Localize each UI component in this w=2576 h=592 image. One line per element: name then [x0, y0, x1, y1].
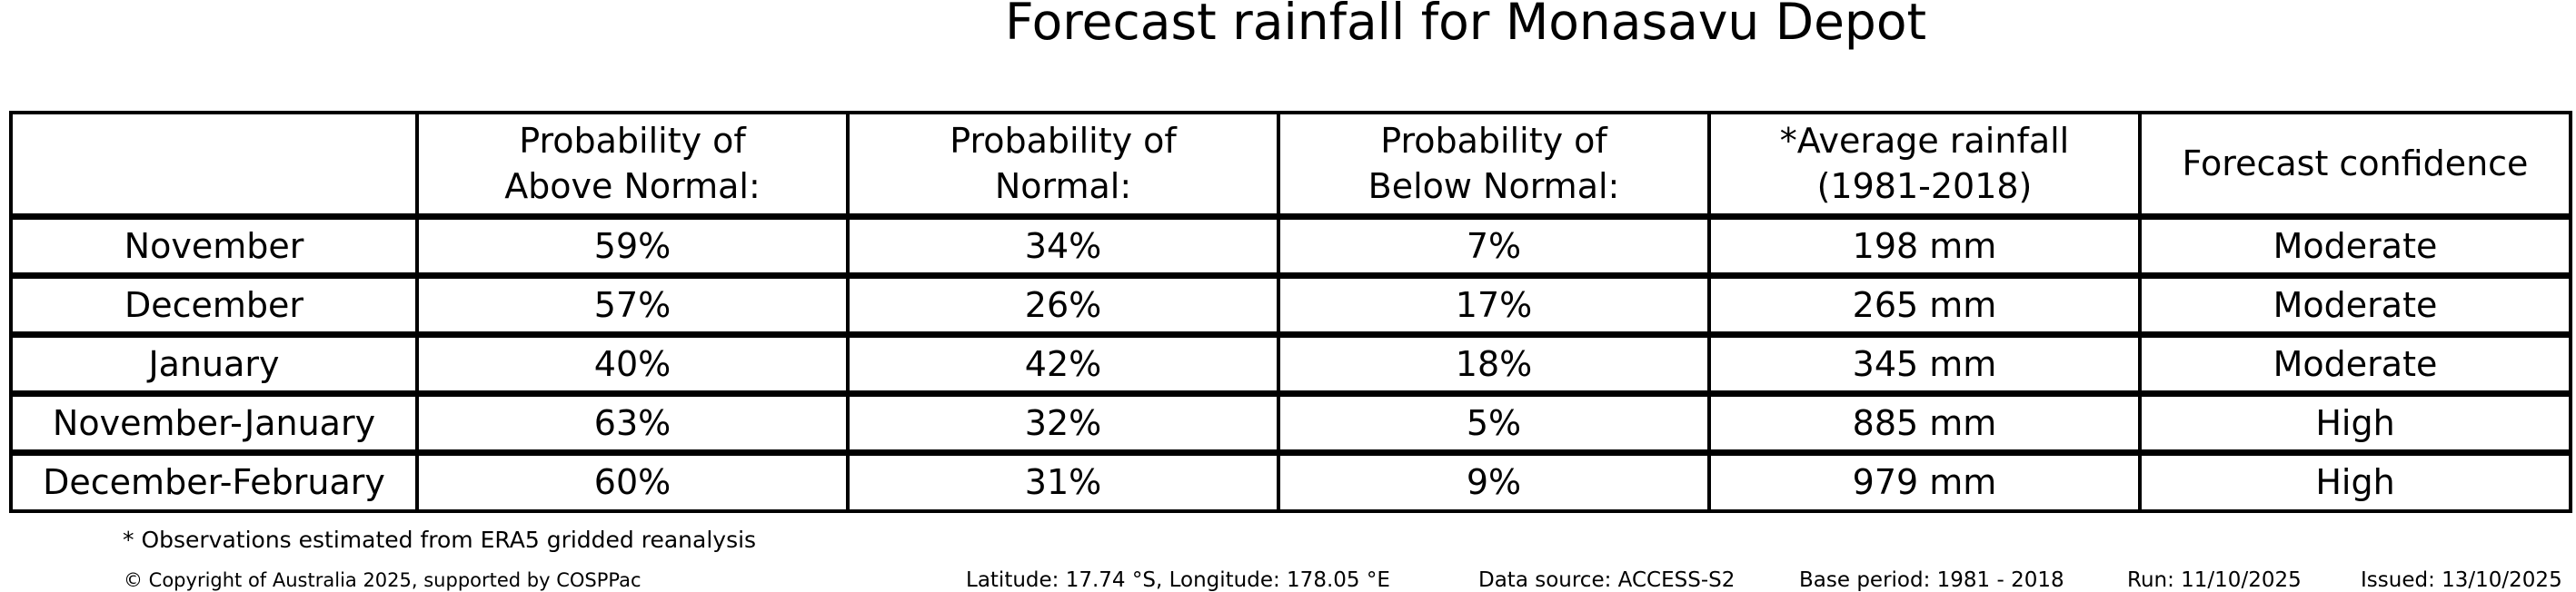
- value-cell: 18%: [1277, 331, 1711, 395]
- figure-title: Forecast rainfall for Monasavu Depot: [1004, 0, 1927, 51]
- month-cell: December: [9, 271, 419, 336]
- value-cell: 17%: [1277, 271, 1711, 336]
- month-cell: November: [9, 212, 419, 277]
- column-header-below-normal: Probability of Below Normal:: [1277, 111, 1711, 218]
- table-row-december-february: December-February 60% 31% 9% 979 mm High: [9, 449, 2572, 513]
- month-cell: December-February: [9, 449, 419, 513]
- value-cell: 345 mm: [1707, 331, 2142, 395]
- value-cell: 57%: [415, 271, 850, 336]
- value-cell: 9%: [1277, 449, 1711, 513]
- column-header-normal: Probability of Normal:: [846, 111, 1280, 218]
- value-cell: 265 mm: [1707, 271, 2142, 336]
- location-text: Latitude: 17.74 °S, Longitude: 178.05 °E: [966, 568, 1390, 592]
- table-row-january: January 40% 42% 18% 345 mm Moderate: [9, 331, 2572, 395]
- value-cell: 198 mm: [1707, 212, 2142, 277]
- value-cell: 31%: [846, 449, 1280, 513]
- issued-date-text: Issued: 13/10/2025: [2361, 568, 2562, 592]
- forecast-table: Probability of Above Normal: Probability…: [9, 111, 2572, 513]
- value-cell: 979 mm: [1707, 449, 2142, 513]
- column-header-average-rainfall: *Average rainfall (1981-2018): [1707, 111, 2142, 218]
- header-row: Probability of Above Normal: Probability…: [9, 111, 2572, 218]
- data-source-text: Data source: ACCESS-S2: [1478, 568, 1736, 592]
- value-cell: 60%: [415, 449, 850, 513]
- value-cell: Moderate: [2138, 212, 2572, 277]
- value-cell: 7%: [1277, 212, 1711, 277]
- base-period-text: Base period: 1981 - 2018: [1799, 568, 2064, 592]
- copyright-text: © Copyright of Australia 2025, supported…: [124, 569, 642, 591]
- era5-footnote: * Observations estimated from ERA5 gridd…: [123, 527, 757, 553]
- value-cell: 63%: [415, 390, 850, 454]
- table-row-december: December 57% 26% 17% 265 mm Moderate: [9, 271, 2572, 336]
- column-header-above-normal: Probability of Above Normal:: [415, 111, 850, 218]
- value-cell: High: [2138, 449, 2572, 513]
- table-row-november-january: November-January 63% 32% 5% 885 mm High: [9, 390, 2572, 454]
- run-date-text: Run: 11/10/2025: [2127, 568, 2302, 592]
- month-cell: November-January: [9, 390, 419, 454]
- value-cell: 59%: [415, 212, 850, 277]
- value-cell: Moderate: [2138, 331, 2572, 395]
- value-cell: 5%: [1277, 390, 1711, 454]
- value-cell: High: [2138, 390, 2572, 454]
- value-cell: Moderate: [2138, 271, 2572, 336]
- value-cell: 26%: [846, 271, 1280, 336]
- value-cell: 885 mm: [1707, 390, 2142, 454]
- value-cell: 42%: [846, 331, 1280, 395]
- column-header-forecast-confidence: Forecast confidence: [2138, 111, 2572, 218]
- table-row-november: November 59% 34% 7% 198 mm Moderate: [9, 212, 2572, 277]
- value-cell: 32%: [846, 390, 1280, 454]
- month-cell: January: [9, 331, 419, 395]
- value-cell: 34%: [846, 212, 1280, 277]
- value-cell: 40%: [415, 331, 850, 395]
- corner-cell: [9, 111, 419, 218]
